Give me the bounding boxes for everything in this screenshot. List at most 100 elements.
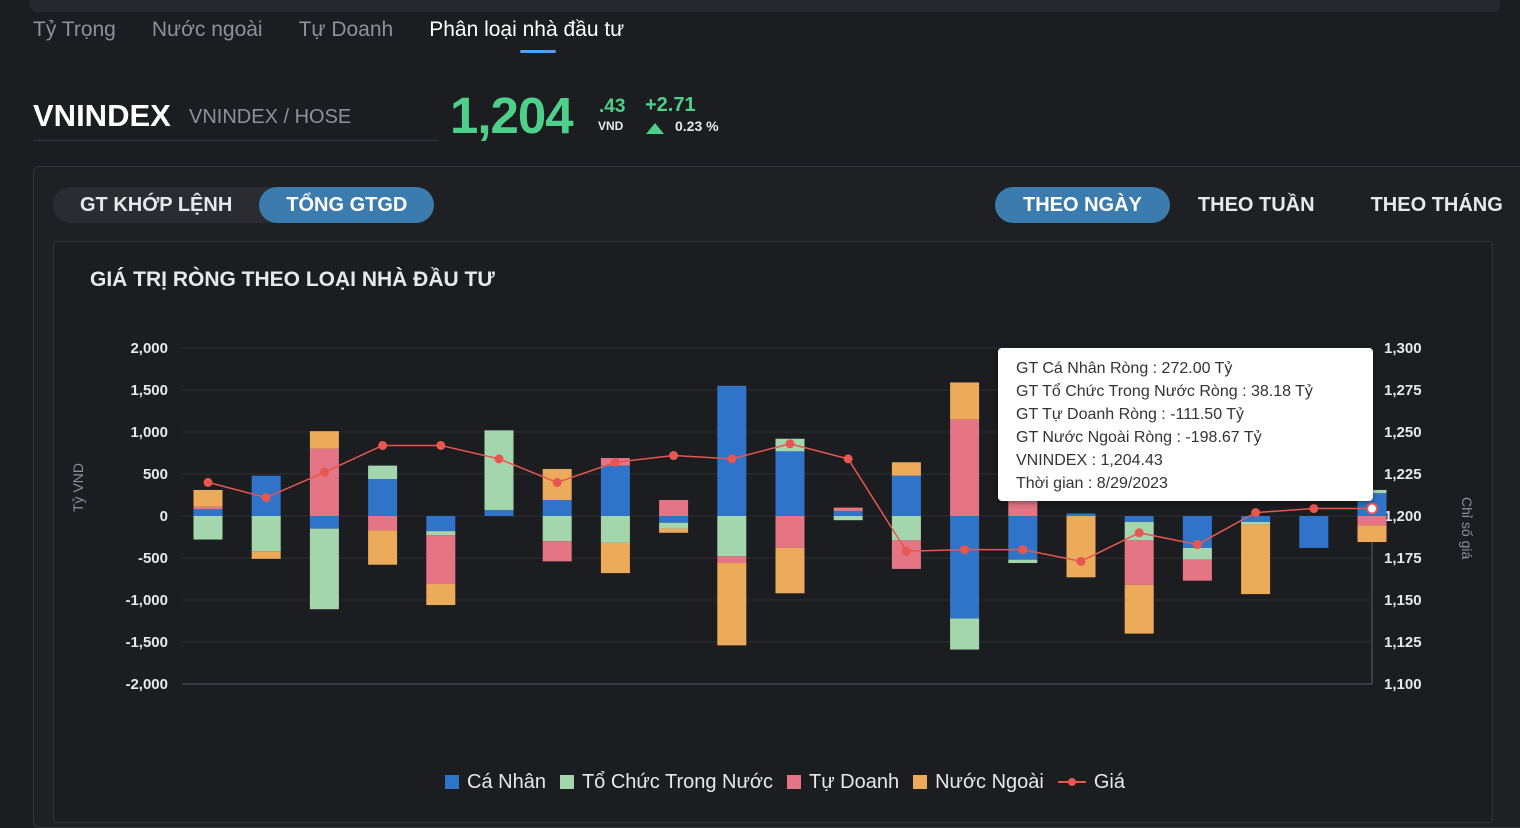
bar-segment [1008,559,1038,564]
legend-item-ca-nhan[interactable]: Cá Nhân [445,771,546,794]
bar-segment [484,430,514,511]
bar-segment [717,563,747,646]
y-tick-label-right: 1,275 [1384,382,1422,399]
y-tick-label-right: 1,250 [1384,424,1422,441]
bar-segment [1357,525,1387,543]
ticker-exchange: VNINDEX / HOSE [189,106,352,128]
price-point [901,546,911,556]
bar-segment [775,451,805,516]
bar-segment [600,465,630,516]
price-point [1251,508,1261,518]
bar-segment [600,542,630,574]
legend-line-gia-icon [1057,775,1086,789]
price-point [843,454,853,464]
bar-segment [193,509,223,516]
price-point [960,545,970,555]
tooltip-line-vnindex: VNINDEX : 1,204.43 [1016,452,1163,469]
tooltip-line-nuoc-ngoai: GT Nước Ngoài Ròng : -198.67 Tỷ [1016,429,1262,446]
y-tick-label-left: -500 [138,550,168,567]
bar-segment [368,530,398,565]
bar-segment [1241,516,1271,522]
bar-segment [1299,516,1329,548]
legend-swatch-ca-nhan [445,775,459,789]
price-currency: VND [598,119,624,133]
price-decimal: .43 [599,96,626,117]
investor-net-value-chart[interactable]: 2,000 1,300 1,500 1,275 1,000 1,250 500 1,225 0 1… [0,0,1520,808]
price-change-percent: 0.23 % [675,118,719,134]
tab-bar: Tỷ Trọng Nước ngoài Tự Doanh Phân loại n… [33,18,624,53]
bar-segment [950,419,980,516]
bar-segment [309,431,339,449]
bar-segment [1066,513,1096,516]
chart-title: GIÁ TRỊ RÒNG THEO LOẠI NHÀ ĐẦU TƯ [90,268,495,291]
bar-segment [659,516,689,523]
toggle-theo-thang[interactable]: THEO THÁNG [1370,194,1503,216]
bar-segment [193,516,223,540]
tooltip-line-ca-nhan: GT Cá Nhân Ròng : 272.00 Tỷ [1016,360,1233,377]
price-point [203,477,213,487]
y-tick-label-left: -1,500 [125,634,168,651]
legend-label-ca-nhan: Cá Nhân [467,770,546,793]
price-point [785,439,795,449]
bar-segment [484,510,514,516]
bar-segment [542,516,572,542]
tab-nuoc-ngoai[interactable]: Nước ngoài [151,18,263,41]
bar-segment [659,528,689,533]
price-point [261,493,271,503]
bar-segment [193,506,223,510]
legend-item-tu-doanh[interactable]: Tự Doanh [787,771,899,794]
y-tick-label-left: 2,000 [130,340,168,357]
bar-segment [309,528,339,610]
bar-segment [717,516,747,557]
bar-segment [717,556,747,564]
bar-segment [251,516,281,552]
price-point [436,440,446,450]
bar-segment [775,516,805,548]
chart-tooltip: GT Cá Nhân Ròng : 272.00 Tỷ GT Tổ Chức T… [998,348,1373,501]
toggle-tong-gtgd[interactable]: TỔNG GTGD [259,187,435,223]
bar-segment [775,547,805,594]
legend-swatch-nuoc-ngoai [913,775,928,789]
bar-segment [426,535,456,585]
y-tick-label-left: 0 [160,508,168,525]
bar-segment [950,382,980,420]
bar-segment [251,551,281,559]
bar-segment [1066,516,1096,578]
bar-segment [600,516,630,543]
bar-segment [833,507,863,511]
price-point [378,440,388,450]
bar-segment [1182,547,1212,560]
bar-segment [309,516,339,529]
bar-segment [891,516,921,541]
legend-item-gia[interactable]: Giá [1057,771,1125,794]
chart-legend: Cá Nhân Tổ Chức Trong Nước Tự Doanh Nước… [445,768,1125,796]
legend-swatch-tu-doanh [787,775,801,789]
legend-item-nuoc-ngoai[interactable]: Nước Ngoài [913,771,1044,794]
legend-item-to-chuc[interactable]: Tổ Chức Trong Nước [559,771,773,794]
price-point [727,454,737,464]
bar-segment [950,516,980,619]
toggle-gt-khop-lenh[interactable]: GT KHỚP LỆNH [80,194,233,216]
y-tick-label-right: 1,225 [1384,466,1422,483]
bar-segment [1241,521,1271,525]
ticker-symbol: VNINDEX [33,98,171,133]
value-type-toggle: GT KHỚP LỆNH TỔNG GTGD [53,187,435,223]
tab-phan-loai-nha-dau-tu[interactable]: Phân loại nhà đầu tư [429,18,624,53]
bar-segment [368,465,398,480]
price-point [1018,545,1028,555]
y-tick-label-right: 1,125 [1384,634,1422,651]
bar-segment [193,489,223,507]
bar-segment [426,584,456,606]
bar-segment [1124,540,1154,585]
toggle-theo-tuan[interactable]: THEO TUẦN [1197,194,1315,216]
bar-segment [833,510,863,516]
tab-ty-trong[interactable]: Tỷ Trọng [33,18,116,41]
bar-segment [426,516,456,532]
toggle-theo-ngay[interactable]: THEO NGÀY [995,187,1170,223]
bar-segment [1241,524,1271,595]
price-point [1366,502,1378,515]
tab-tu-doanh[interactable]: Tự Doanh [298,18,394,41]
top-bar-strip [30,0,1500,12]
bar-segment [659,522,689,529]
period-toggle: THEO NGÀY THEO TUẦN THEO THÁNG [995,187,1520,223]
